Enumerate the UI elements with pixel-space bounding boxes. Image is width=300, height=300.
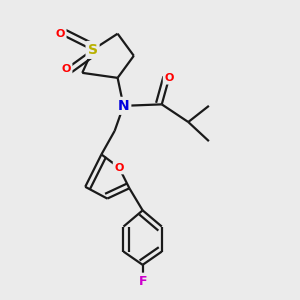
Text: F: F — [138, 274, 147, 287]
Text: O: O — [114, 163, 124, 173]
Text: S: S — [88, 43, 98, 57]
Text: O: O — [61, 64, 71, 74]
Text: O: O — [56, 29, 65, 39]
Text: O: O — [164, 73, 174, 83]
Text: N: N — [118, 99, 129, 113]
